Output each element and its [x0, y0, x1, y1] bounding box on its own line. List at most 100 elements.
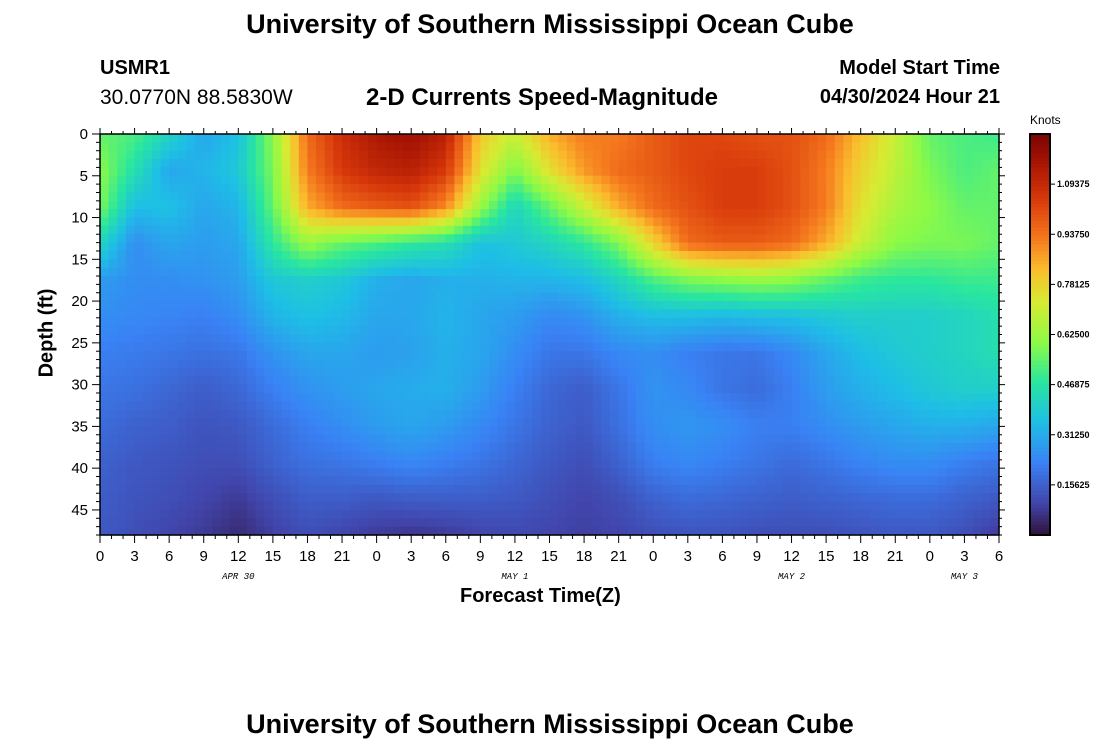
heatmap-cell — [393, 418, 404, 427]
heatmap-cell — [497, 484, 507, 494]
heatmap-cell — [385, 326, 395, 336]
heatmap-cell — [955, 192, 966, 202]
heatmap-cell — [990, 501, 1000, 511]
heatmap-cell — [497, 167, 507, 177]
heatmap-cell — [255, 351, 265, 361]
heatmap-cell — [532, 276, 542, 285]
heatmap-cell — [514, 134, 525, 143]
heatmap-cell — [705, 175, 715, 185]
heatmap-cell — [869, 359, 879, 369]
heatmap-cell — [177, 518, 188, 528]
heatmap-cell — [774, 276, 784, 285]
heatmap-cell — [186, 526, 196, 536]
heatmap-cell — [990, 259, 1000, 269]
heatmap-cell — [644, 451, 654, 461]
heatmap-cell — [255, 309, 265, 319]
heatmap-cell — [592, 317, 602, 327]
heatmap-cell — [679, 342, 689, 352]
heatmap-cell — [800, 401, 810, 411]
heatmap-cell — [895, 476, 905, 486]
heatmap-cell — [117, 509, 127, 519]
heatmap-cell — [350, 367, 360, 377]
heatmap-cell — [506, 225, 516, 235]
heatmap-cell — [895, 509, 905, 519]
heatmap-cell — [463, 301, 473, 311]
heatmap-cell — [584, 342, 594, 352]
heatmap-cell — [782, 175, 793, 185]
heatmap-cell — [955, 134, 966, 143]
heatmap-cell — [808, 484, 819, 494]
heatmap-cell — [212, 150, 222, 160]
heatmap-cell — [419, 225, 430, 235]
heatmap-cell — [307, 184, 317, 194]
heatmap-cell — [886, 509, 896, 519]
heatmap-cell — [385, 234, 395, 244]
heatmap-cell — [895, 175, 905, 185]
heatmap-cell — [877, 150, 888, 160]
heatmap-cell — [212, 401, 222, 411]
heatmap-cell — [947, 359, 957, 369]
heatmap-cell — [731, 284, 741, 294]
heatmap-cell — [869, 134, 879, 143]
heatmap-cell — [661, 367, 672, 377]
heatmap-cell — [791, 142, 801, 152]
heatmap-cell — [255, 200, 265, 210]
heatmap-cell — [981, 376, 991, 386]
heatmap-cell — [661, 309, 672, 319]
heatmap-cell — [938, 418, 948, 427]
heatmap-cell — [566, 209, 577, 219]
heatmap-cell — [255, 276, 265, 285]
heatmap-cell — [929, 509, 940, 519]
heatmap-cell — [670, 409, 680, 419]
heatmap-cell — [877, 376, 888, 386]
heatmap-cell — [860, 426, 870, 436]
heatmap-cell — [756, 142, 767, 152]
heatmap-cell — [903, 401, 914, 411]
heatmap-cell — [471, 217, 481, 227]
heatmap-cell — [281, 468, 291, 478]
heatmap-cell — [488, 200, 499, 210]
heatmap-cell — [817, 493, 827, 503]
heatmap-cell — [367, 459, 378, 469]
heatmap-cell — [333, 292, 343, 302]
heatmap-cell — [635, 509, 646, 519]
heatmap-cell — [134, 192, 144, 202]
model-start-label: Model Start Time — [839, 57, 1000, 79]
heatmap-cell — [195, 184, 205, 194]
heatmap-cell — [454, 225, 464, 235]
heatmap-cell — [125, 459, 136, 469]
heatmap-cell — [385, 142, 395, 152]
heatmap-cell — [653, 384, 663, 394]
heatmap-cell — [687, 250, 698, 260]
heatmap-cell — [532, 284, 542, 294]
heatmap-cell — [973, 468, 983, 478]
heatmap-cell — [497, 267, 507, 277]
heatmap-cell — [324, 142, 334, 152]
heatmap-cell — [324, 267, 334, 277]
heatmap-cell — [540, 459, 551, 469]
heatmap-cell — [713, 409, 723, 419]
heatmap-cell — [713, 468, 723, 478]
heatmap-cell — [393, 493, 404, 503]
heatmap-cell — [843, 401, 853, 411]
heatmap-cell — [877, 526, 888, 536]
heatmap-cell — [177, 159, 188, 169]
heatmap-cell — [765, 142, 775, 152]
heatmap-cell — [921, 326, 931, 336]
heatmap-cell — [592, 259, 602, 269]
heatmap-cell — [886, 326, 896, 336]
heatmap-cell — [316, 309, 326, 319]
heatmap-cell — [246, 384, 257, 394]
heatmap-cell — [610, 351, 620, 361]
heatmap-cell — [272, 234, 283, 244]
heatmap-cell — [895, 217, 905, 227]
heatmap-cell — [981, 509, 991, 519]
heatmap-cell — [212, 192, 222, 202]
heatmap-cell — [558, 459, 568, 469]
heatmap-cell — [739, 518, 749, 528]
heatmap-cell — [342, 351, 352, 361]
heatmap-cell — [428, 267, 438, 277]
heatmap-cell — [445, 351, 456, 361]
heatmap-cell — [869, 259, 879, 269]
heatmap-cell — [929, 242, 940, 252]
